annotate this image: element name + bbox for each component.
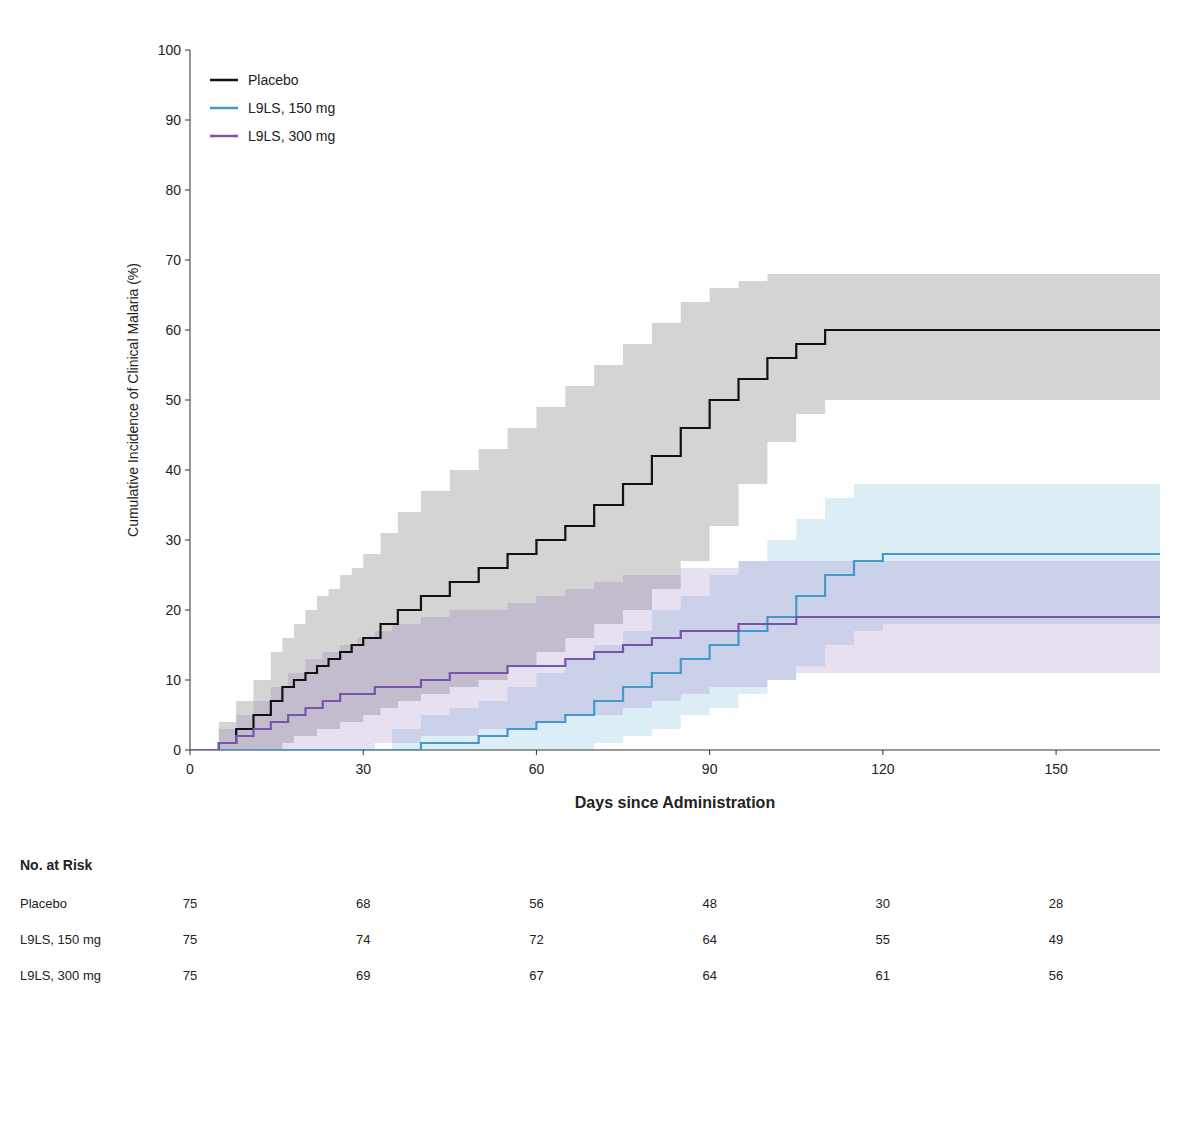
x-axis-label: Days since Administration xyxy=(575,794,775,811)
legend: Placebo L9LS, 150 mg L9LS, 300 mg xyxy=(210,72,335,144)
y-axis-label: Cumulative Incidence of Clinical Malaria… xyxy=(125,263,141,537)
risk-row-label: L9LS, 150 mg xyxy=(20,932,101,947)
y-tick xyxy=(185,50,190,51)
y-tick-label: 20 xyxy=(165,602,181,618)
chart: 0 30 60 90 120 150 0 10 20 30 40 50 60 70 80 90 100 Days … xyxy=(0,0,1200,1131)
series-line xyxy=(190,554,1160,750)
risk-row-label: L9LS, 300 mg xyxy=(20,968,101,983)
risk-value: 49 xyxy=(1049,932,1063,947)
risk-value: 56 xyxy=(529,896,543,911)
x-tick xyxy=(536,750,537,755)
y-tick-label: 0 xyxy=(173,742,181,758)
plot-area xyxy=(190,274,1160,750)
legend-label: Placebo xyxy=(248,72,299,88)
risk-value: 64 xyxy=(702,932,716,947)
risk-value: 67 xyxy=(529,968,543,983)
y-tick xyxy=(185,750,190,751)
y-tick xyxy=(185,330,190,331)
y-tick-label: 80 xyxy=(165,182,181,198)
x-tick xyxy=(709,750,710,755)
x-tick-label: 150 xyxy=(1044,761,1068,777)
x-tick xyxy=(363,750,364,755)
legend-swatch xyxy=(210,79,238,82)
axes: 0 30 60 90 120 150 0 10 20 30 40 50 60 70 80 90 100 xyxy=(158,42,1160,777)
legend-label: L9LS, 150 mg xyxy=(248,100,335,116)
y-tick-label: 100 xyxy=(158,42,182,58)
y-tick-label: 90 xyxy=(165,112,181,128)
x-tick-label: 60 xyxy=(529,761,545,777)
series-line xyxy=(190,330,1160,750)
y-tick xyxy=(185,610,190,611)
ci-band xyxy=(190,484,1160,750)
ci-band xyxy=(190,561,1160,750)
y-tick xyxy=(185,400,190,401)
y-tick xyxy=(185,190,190,191)
risk-value: 75 xyxy=(183,932,197,947)
ci-band xyxy=(190,274,1160,750)
x-tick xyxy=(882,750,883,755)
risk-value: 75 xyxy=(183,968,197,983)
y-tick-label: 30 xyxy=(165,532,181,548)
risk-value: 68 xyxy=(356,896,370,911)
x-tick-label: 0 xyxy=(186,761,194,777)
x-tick xyxy=(190,750,191,755)
risk-value: 74 xyxy=(356,932,370,947)
legend-swatch xyxy=(210,135,238,138)
y-tick-label: 70 xyxy=(165,252,181,268)
x-tick-label: 30 xyxy=(355,761,371,777)
y-tick xyxy=(185,260,190,261)
series-line xyxy=(190,617,1160,750)
x-tick-label: 90 xyxy=(702,761,718,777)
x-tick xyxy=(1056,750,1057,755)
y-tick-label: 60 xyxy=(165,322,181,338)
y-tick-label: 10 xyxy=(165,672,181,688)
risk-table: No. at Risk Placebo 75 68 56 48 30 28 L9LS, 150 … xyxy=(20,857,1063,983)
risk-value: 72 xyxy=(529,932,543,947)
risk-value: 28 xyxy=(1049,896,1063,911)
risk-row-label: Placebo xyxy=(20,896,67,911)
legend-swatch xyxy=(210,107,238,110)
risk-table-title: No. at Risk xyxy=(20,857,93,873)
risk-value: 55 xyxy=(876,932,890,947)
risk-value: 48 xyxy=(702,896,716,911)
y-tick-label: 50 xyxy=(165,392,181,408)
risk-value: 69 xyxy=(356,968,370,983)
risk-value: 64 xyxy=(702,968,716,983)
risk-value: 30 xyxy=(876,896,890,911)
y-tick-label: 40 xyxy=(165,462,181,478)
legend-label: L9LS, 300 mg xyxy=(248,128,335,144)
y-tick xyxy=(185,470,190,471)
y-tick xyxy=(185,120,190,121)
risk-value: 75 xyxy=(183,896,197,911)
x-tick-label: 120 xyxy=(871,761,895,777)
risk-value: 56 xyxy=(1049,968,1063,983)
risk-value: 61 xyxy=(876,968,890,983)
y-tick xyxy=(185,680,190,681)
y-tick xyxy=(185,540,190,541)
